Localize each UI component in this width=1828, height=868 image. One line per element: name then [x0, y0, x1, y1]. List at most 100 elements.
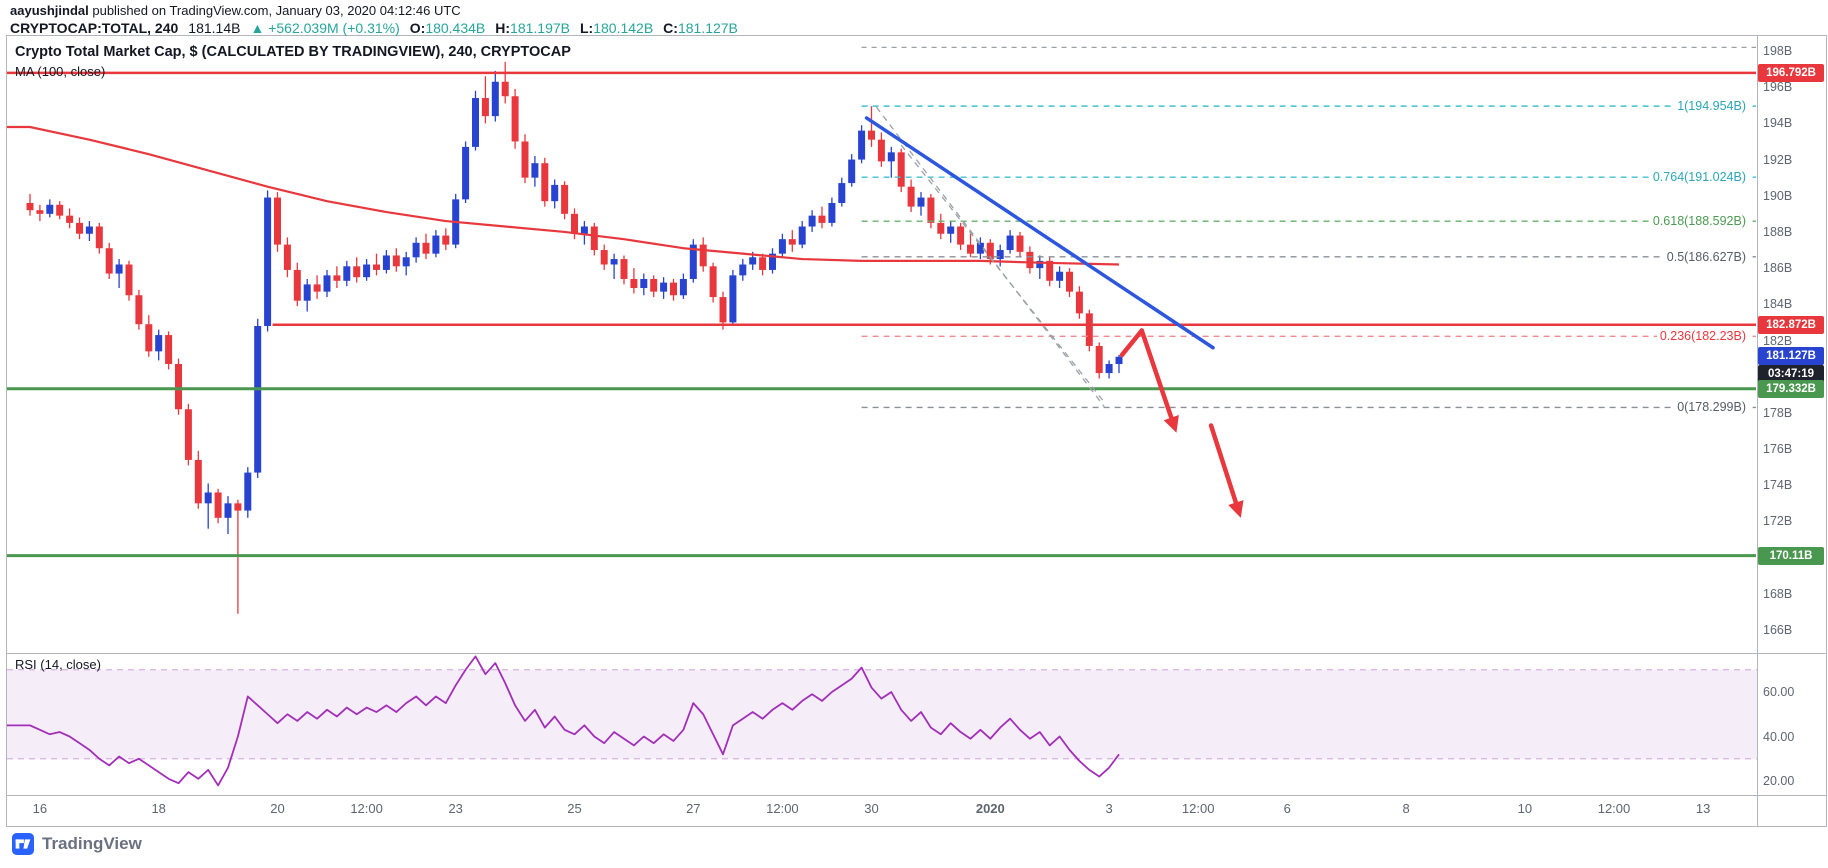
candle-body — [967, 244, 974, 254]
arrow-shaft — [1139, 328, 1174, 420]
candle-body — [927, 197, 935, 223]
candle-body — [392, 255, 400, 267]
candle-body — [660, 282, 668, 292]
candle-body — [571, 213, 578, 234]
candle-body — [541, 163, 549, 202]
candle-body — [373, 264, 380, 270]
candle-body — [808, 215, 816, 227]
candle-body — [561, 184, 569, 214]
candle-body — [630, 278, 638, 289]
candle-body — [600, 250, 608, 265]
candle-body — [36, 210, 44, 214]
candle-body — [165, 335, 173, 365]
candle-body — [1026, 251, 1034, 269]
candle-body — [828, 202, 836, 223]
candle-body — [521, 141, 529, 178]
channel-line — [900, 144, 1105, 403]
candle-body — [788, 239, 796, 245]
candle-body — [333, 275, 341, 281]
last-price-value: 181.14B — [188, 20, 241, 36]
ma-indicator-label[interactable]: MA (100, close) — [15, 64, 106, 79]
arrow-shaft — [1208, 423, 1239, 505]
candle-body — [303, 284, 311, 301]
candle-body — [382, 255, 390, 270]
chart-title[interactable]: Crypto Total Market Cap, $ (CALCULATED B… — [15, 44, 571, 60]
tradingview-wordmark[interactable]: TradingView — [42, 834, 142, 853]
symbol-info-row: CRYPTOCAP:TOTAL, 240 181.14B ▲ +562.039M… — [10, 20, 738, 36]
candle-body — [125, 264, 133, 296]
candle-body — [85, 226, 93, 234]
candle-body — [145, 324, 153, 352]
candle-body — [95, 226, 103, 249]
chart-border — [6, 35, 1827, 827]
candle-body — [511, 96, 519, 142]
candle-body — [610, 259, 618, 265]
candle-body — [670, 282, 677, 296]
trendline — [864, 116, 1215, 350]
candle-body — [323, 275, 331, 292]
candle-body — [590, 226, 598, 251]
candle-body — [462, 146, 470, 200]
candle-body — [472, 98, 479, 147]
candle-body — [580, 226, 588, 234]
price-change: ▲ +562.039M (+0.31%) — [250, 20, 399, 36]
candle-body — [709, 266, 717, 298]
candle-body — [996, 250, 1004, 260]
candle-body — [293, 269, 301, 301]
candle-body — [155, 335, 163, 352]
price-axis[interactable] — [1758, 36, 1827, 826]
author-name: aayushjindal — [10, 3, 89, 18]
ma100-line — [7, 125, 1120, 266]
ohlc-row: O:180.434B H:181.197B L:180.142B C:181.1… — [410, 20, 738, 36]
candle-body — [442, 235, 450, 245]
candle-body — [1115, 356, 1123, 365]
candle-body — [650, 278, 658, 292]
high-value: H:181.197B — [495, 20, 570, 36]
candle-body — [56, 204, 64, 216]
candle-body — [917, 197, 925, 207]
candle-body — [264, 197, 272, 327]
candle-body — [1036, 260, 1044, 269]
candle-body — [640, 278, 648, 289]
candle-body — [175, 364, 182, 410]
time-axis[interactable] — [7, 796, 1757, 826]
candle-body — [1016, 235, 1024, 252]
candle-body — [689, 244, 697, 279]
candle-body — [1105, 364, 1113, 374]
rsi-band — [7, 669, 1757, 759]
candle-body — [412, 242, 420, 258]
candle-body — [699, 244, 707, 267]
close-value: C:181.127B — [663, 20, 738, 36]
footer: TradingView — [12, 833, 142, 855]
candle-body — [858, 130, 866, 160]
candle-body — [481, 98, 489, 117]
candle-body — [620, 259, 628, 279]
byline-text: published on TradingView.com, January 03… — [88, 3, 461, 18]
channel-line — [875, 106, 1105, 407]
candle-body — [798, 226, 806, 245]
up-arrow-icon: ▲ — [250, 20, 265, 36]
candle-body — [1095, 345, 1103, 374]
arrow-segment — [1119, 328, 1145, 358]
candle-body — [749, 257, 757, 265]
candle-body — [105, 248, 113, 274]
candle-body — [986, 242, 994, 260]
tradingview-logo-icon[interactable] — [12, 833, 34, 855]
candle-body — [313, 284, 321, 292]
candle-body — [759, 257, 767, 270]
candle-body — [1066, 271, 1073, 292]
arrow-head — [1228, 500, 1244, 518]
candle-body — [501, 81, 509, 97]
candle-body — [778, 239, 786, 254]
candle-body — [907, 186, 915, 207]
chart-legend: Crypto Total Market Cap, $ (CALCULATED B… — [15, 44, 571, 79]
candle-body — [1056, 271, 1064, 281]
candle-body — [769, 253, 776, 270]
rsi-indicator-label[interactable]: RSI (14, close) — [15, 657, 101, 672]
candle-body — [887, 152, 895, 162]
candle-body — [719, 297, 727, 323]
candle-body — [1006, 235, 1014, 251]
change-value: +562.039M (+0.31%) — [268, 20, 400, 36]
